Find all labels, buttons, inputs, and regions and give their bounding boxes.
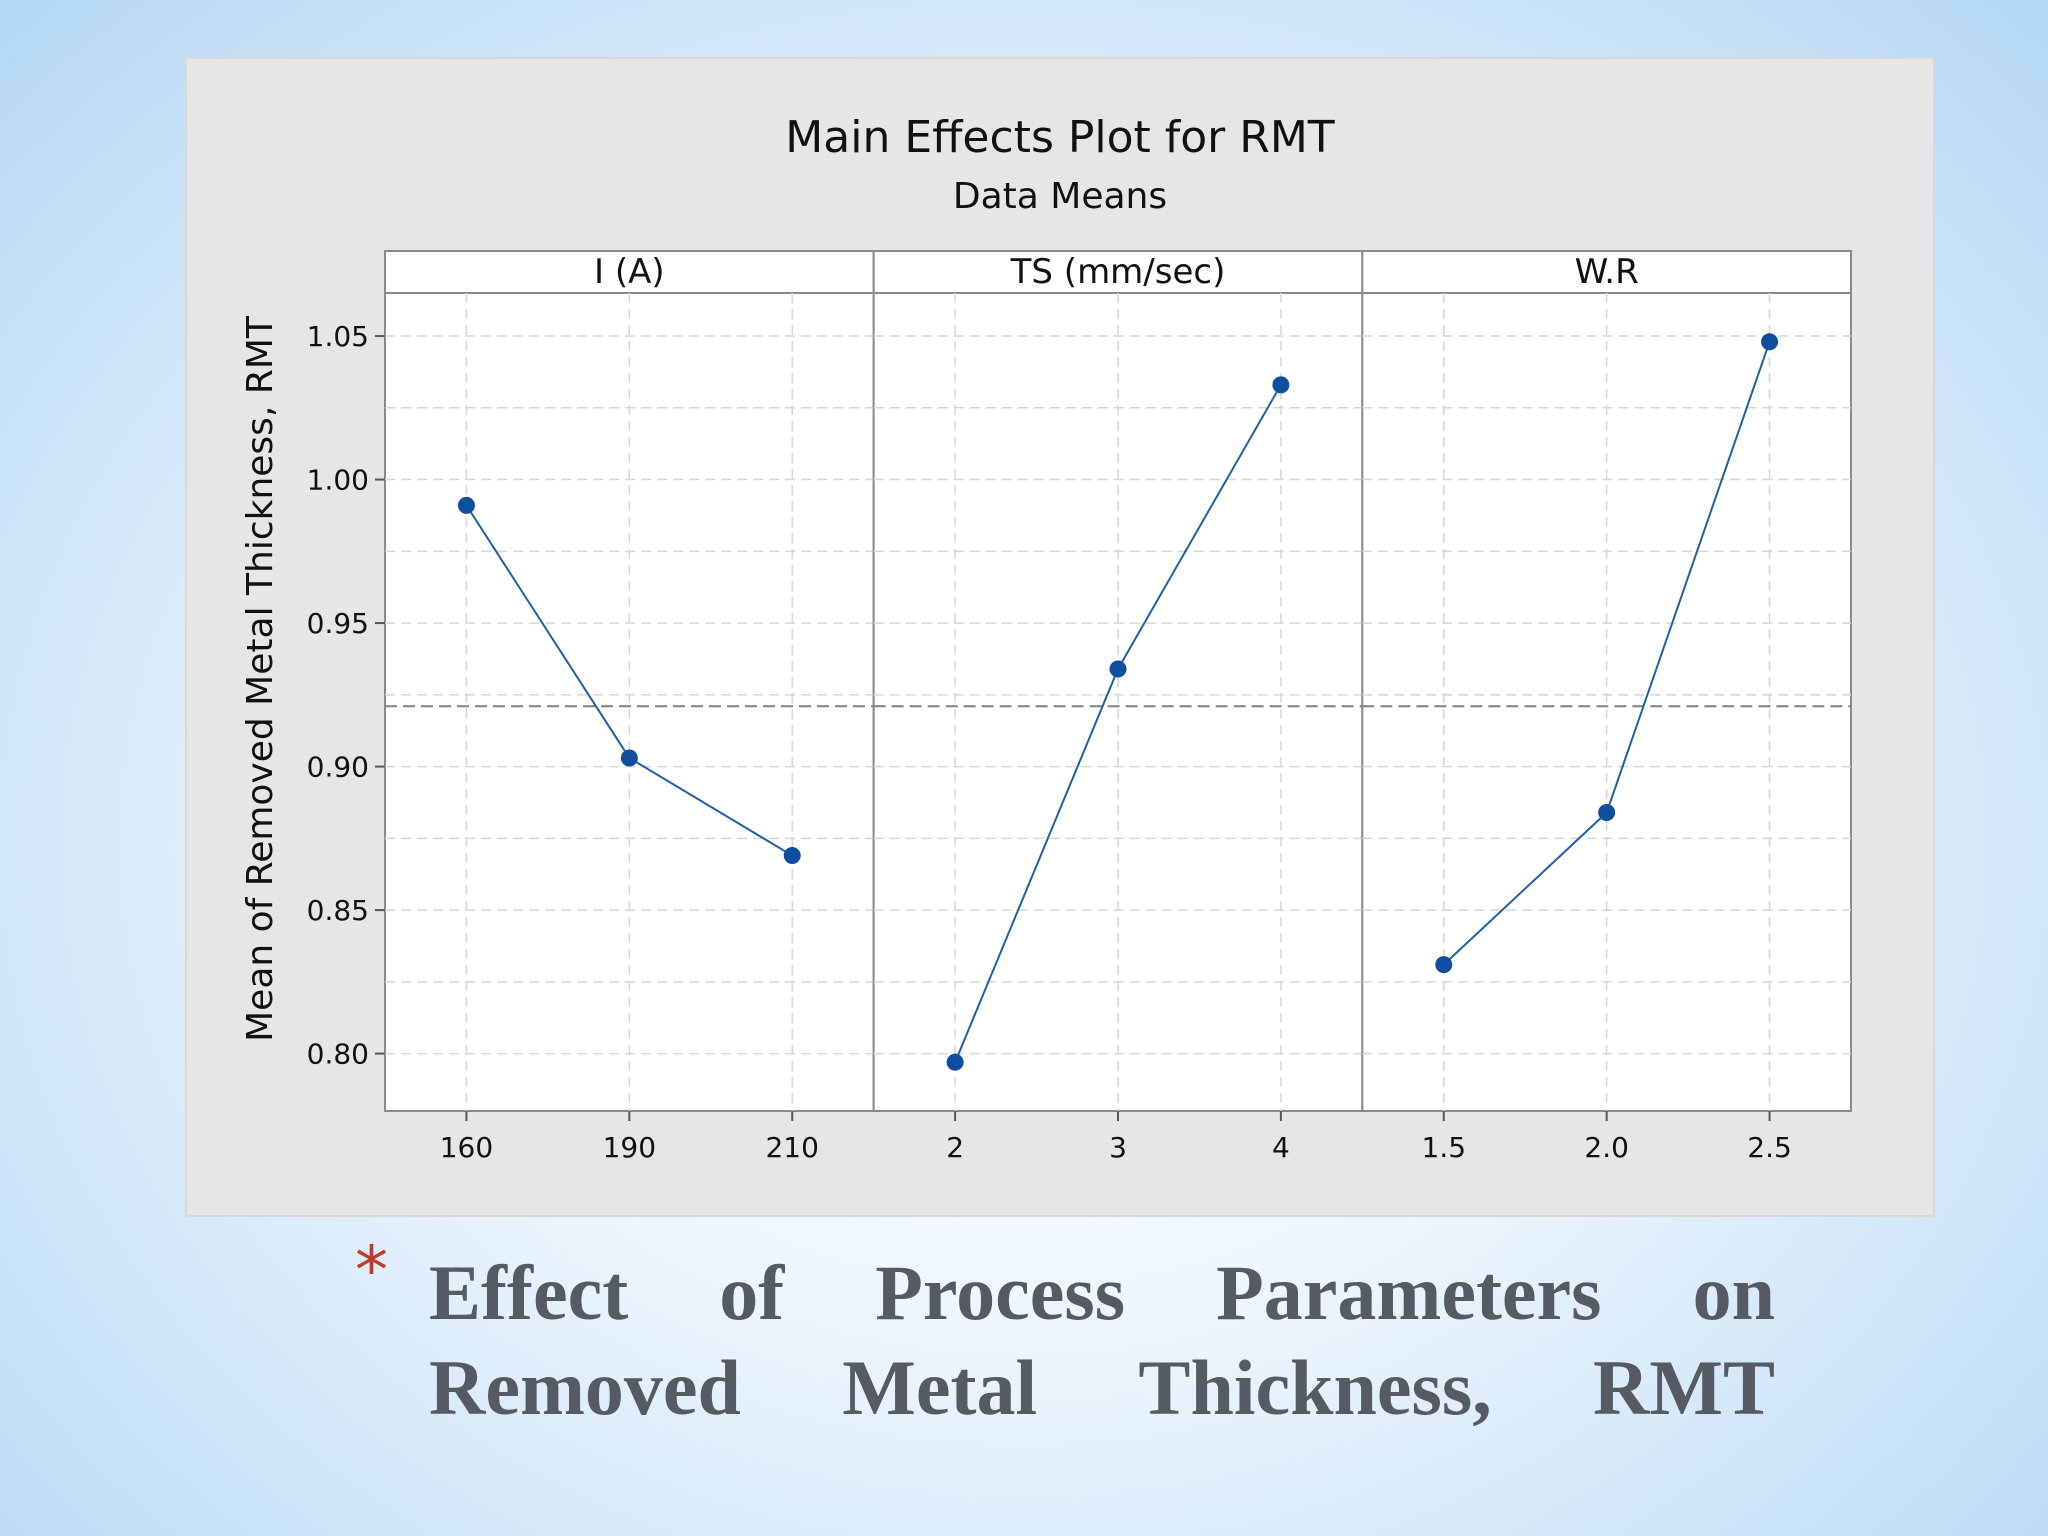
data-point <box>457 496 475 514</box>
x-tick-label: 2.5 <box>1747 1131 1792 1164</box>
x-tick-label: 2 <box>946 1131 964 1164</box>
chart-subtitle: Data Means <box>953 176 1167 217</box>
data-point <box>620 749 638 767</box>
x-tick-label: 190 <box>603 1131 656 1164</box>
caption-bullet: * <box>355 1232 388 1309</box>
y-tick-label: 0.85 <box>307 894 369 927</box>
x-tick-label: 1.5 <box>1422 1131 1467 1164</box>
caption: Effect of Process Parameters on Removed Metal… <box>355 1245 1775 1435</box>
data-point <box>1109 660 1127 678</box>
caption-word: Metal <box>842 1344 1038 1431</box>
panel-label: TS (mm/sec) <box>1010 252 1226 292</box>
y-tick-label: 1.00 <box>307 464 369 497</box>
caption-word: Parameters <box>1216 1249 1602 1336</box>
data-point <box>946 1053 964 1071</box>
panel-label: W.R <box>1575 252 1639 292</box>
chart-title: Main Effects Plot for RMT <box>785 112 1335 163</box>
x-tick-label: 2.0 <box>1584 1131 1629 1164</box>
caption-word: on <box>1692 1249 1775 1336</box>
data-point <box>1435 956 1453 974</box>
caption-word: Effect <box>429 1249 629 1336</box>
caption-word: Removed <box>429 1344 741 1431</box>
caption-word: RMT <box>1593 1344 1775 1431</box>
caption-word: Thickness, <box>1138 1344 1492 1431</box>
panel-header <box>872 250 1364 294</box>
panel-label: I (A) <box>594 252 665 292</box>
y-tick-label: 0.95 <box>307 607 369 640</box>
data-point <box>783 847 801 865</box>
caption-line-2: Removed Metal Thickness, RMT <box>429 1340 1775 1435</box>
data-point <box>1598 804 1616 822</box>
caption-line-1: Effect of Process Parameters on <box>429 1245 1775 1340</box>
y-axis-label: Mean of Removed Metal Thickness, RMT <box>240 315 281 1042</box>
data-point <box>1272 376 1290 394</box>
plot-area: I (A) 160 190 210 TS (mm/sec) 2 3 4 W.R 1.5 2.0 2.5… <box>307 250 1853 1164</box>
y-tick-label: 0.90 <box>307 751 369 784</box>
data-point <box>1761 333 1779 351</box>
caption-word: of <box>719 1249 785 1336</box>
x-tick-label: 160 <box>440 1131 493 1164</box>
y-tick-label: 1.05 <box>307 320 369 353</box>
y-tick-label: 0.80 <box>307 1038 369 1071</box>
x-tick-label: 3 <box>1109 1131 1127 1164</box>
caption-word: Process <box>875 1249 1126 1336</box>
x-tick-label: 210 <box>765 1131 818 1164</box>
x-tick-label: 4 <box>1272 1131 1290 1164</box>
